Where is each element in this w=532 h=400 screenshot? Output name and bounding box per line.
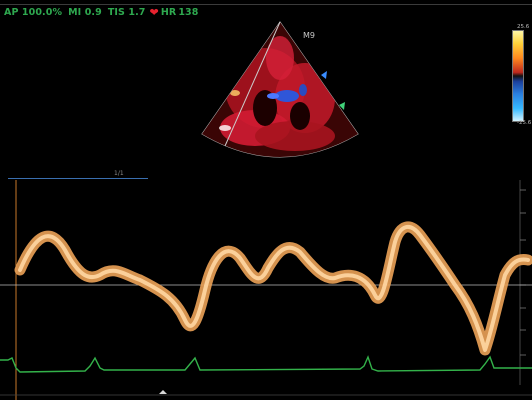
- color-scale-min: -25.6: [517, 120, 532, 126]
- sweep-page-label: 1/1: [114, 170, 124, 177]
- ecg-trace: [0, 355, 532, 373]
- color-velocity-scale: [512, 30, 524, 122]
- color-scale-max: 25.6: [517, 24, 530, 30]
- tissue-velocity-trace-highlight: [18, 225, 530, 352]
- right-scale-ticks: [520, 189, 526, 356]
- thermal-index-readout: TIS 1.7: [107, 6, 146, 18]
- heart-rate-label: HR: [160, 6, 177, 18]
- top-border: [0, 4, 532, 5]
- status-bar: AP 100.0% MI 0.9 TIS 1.7 ❤ HR 138: [4, 4, 198, 20]
- probe-mode-label: M9: [303, 31, 315, 40]
- sweep-timeline-bar: [8, 178, 148, 179]
- mmode-trace-panel: [0, 180, 532, 400]
- heart-icon: ❤: [149, 5, 159, 19]
- mechanical-index-readout: MI 0.9: [68, 6, 102, 18]
- sweep-marker-icon: [159, 390, 167, 394]
- echo-sector-image: M9: [201, 21, 359, 158]
- tissue-velocity-trace: [14, 221, 532, 356]
- acoustic-power-readout: AP 100.0%: [4, 6, 63, 18]
- heart-rate-value: 138: [178, 6, 199, 18]
